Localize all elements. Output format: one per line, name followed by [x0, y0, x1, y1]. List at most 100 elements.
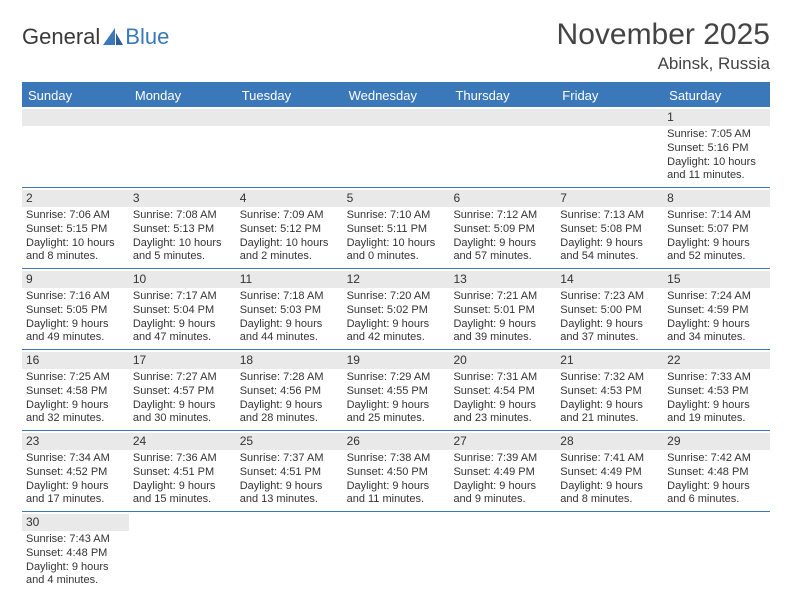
daylight-line: Daylight: 10 hours and 5 minutes. — [133, 237, 232, 265]
sunrise-line: Sunrise: 7:33 AM — [667, 371, 766, 385]
weekday-header-cell: Tuesday — [236, 84, 343, 107]
weekday-header-cell: Sunday — [22, 84, 129, 107]
day-cell: 8Sunrise: 7:14 AMSunset: 5:07 PMDaylight… — [663, 188, 770, 268]
sunrise-line: Sunrise: 7:08 AM — [133, 209, 232, 223]
daylight-line: Daylight: 9 hours and 39 minutes. — [453, 318, 552, 346]
sunrise-line: Sunrise: 7:17 AM — [133, 290, 232, 304]
sunset-line: Sunset: 5:11 PM — [347, 223, 446, 237]
sunset-line: Sunset: 5:04 PM — [133, 304, 232, 318]
sunrise-line: Sunrise: 7:28 AM — [240, 371, 339, 385]
weekday-header-row: SundayMondayTuesdayWednesdayThursdayFrid… — [22, 84, 770, 107]
week-row: 2Sunrise: 7:06 AMSunset: 5:15 PMDaylight… — [22, 188, 770, 269]
day-number — [236, 109, 343, 126]
sunset-line: Sunset: 4:56 PM — [240, 385, 339, 399]
sunrise-line: Sunrise: 7:31 AM — [453, 371, 552, 385]
brand-part1: General — [22, 24, 100, 50]
day-cell: 12Sunrise: 7:20 AMSunset: 5:02 PMDayligh… — [343, 269, 450, 349]
day-cell — [556, 107, 663, 187]
sunset-line: Sunset: 4:48 PM — [667, 466, 766, 480]
sunset-line: Sunset: 4:53 PM — [560, 385, 659, 399]
location-label: Abinsk, Russia — [557, 54, 770, 74]
day-number — [556, 109, 663, 126]
day-number: 14 — [556, 271, 663, 288]
daylight-line: Daylight: 10 hours and 11 minutes. — [667, 156, 766, 184]
day-cell: 21Sunrise: 7:32 AMSunset: 4:53 PMDayligh… — [556, 350, 663, 430]
day-cell: 19Sunrise: 7:29 AMSunset: 4:55 PMDayligh… — [343, 350, 450, 430]
daylight-line: Daylight: 9 hours and 57 minutes. — [453, 237, 552, 265]
sunrise-line: Sunrise: 7:05 AM — [667, 128, 766, 142]
daylight-line: Daylight: 10 hours and 2 minutes. — [240, 237, 339, 265]
day-number: 10 — [129, 271, 236, 288]
weekday-header-cell: Monday — [129, 84, 236, 107]
daylight-line: Daylight: 10 hours and 0 minutes. — [347, 237, 446, 265]
sunrise-line: Sunrise: 7:41 AM — [560, 452, 659, 466]
day-number: 26 — [343, 433, 450, 450]
day-number: 21 — [556, 352, 663, 369]
sunset-line: Sunset: 5:15 PM — [26, 223, 125, 237]
day-cell: 30Sunrise: 7:43 AMSunset: 4:48 PMDayligh… — [22, 512, 129, 592]
sunset-line: Sunset: 4:57 PM — [133, 385, 232, 399]
day-cell — [449, 107, 556, 187]
sunset-line: Sunset: 5:13 PM — [133, 223, 232, 237]
day-number: 25 — [236, 433, 343, 450]
day-number: 18 — [236, 352, 343, 369]
sunset-line: Sunset: 5:03 PM — [240, 304, 339, 318]
day-number: 2 — [22, 190, 129, 207]
sunset-line: Sunset: 4:48 PM — [26, 547, 125, 561]
sunset-line: Sunset: 4:51 PM — [133, 466, 232, 480]
day-number — [22, 109, 129, 126]
day-cell — [449, 512, 556, 592]
day-cell: 2Sunrise: 7:06 AMSunset: 5:15 PMDaylight… — [22, 188, 129, 268]
sunrise-line: Sunrise: 7:36 AM — [133, 452, 232, 466]
day-number: 27 — [449, 433, 556, 450]
day-number: 19 — [343, 352, 450, 369]
day-cell — [343, 512, 450, 592]
week-row: 23Sunrise: 7:34 AMSunset: 4:52 PMDayligh… — [22, 431, 770, 512]
weekday-header-cell: Friday — [556, 84, 663, 107]
daylight-line: Daylight: 9 hours and 11 minutes. — [347, 480, 446, 508]
day-number: 15 — [663, 271, 770, 288]
day-number: 5 — [343, 190, 450, 207]
day-number: 13 — [449, 271, 556, 288]
sunset-line: Sunset: 4:53 PM — [667, 385, 766, 399]
daylight-line: Daylight: 9 hours and 54 minutes. — [560, 237, 659, 265]
day-number — [129, 109, 236, 126]
sunrise-line: Sunrise: 7:21 AM — [453, 290, 552, 304]
sunrise-line: Sunrise: 7:25 AM — [26, 371, 125, 385]
day-number: 16 — [22, 352, 129, 369]
day-number: 20 — [449, 352, 556, 369]
day-cell: 28Sunrise: 7:41 AMSunset: 4:49 PMDayligh… — [556, 431, 663, 511]
sunrise-line: Sunrise: 7:23 AM — [560, 290, 659, 304]
day-cell — [663, 512, 770, 592]
day-number: 6 — [449, 190, 556, 207]
month-title: November 2025 — [557, 18, 770, 52]
week-row: 9Sunrise: 7:16 AMSunset: 5:05 PMDaylight… — [22, 269, 770, 350]
day-cell: 20Sunrise: 7:31 AMSunset: 4:54 PMDayligh… — [449, 350, 556, 430]
sunrise-line: Sunrise: 7:39 AM — [453, 452, 552, 466]
daylight-line: Daylight: 9 hours and 15 minutes. — [133, 480, 232, 508]
day-number: 30 — [22, 514, 129, 531]
day-cell: 5 Sunrise: 7:10 AMSunset: 5:11 PMDaylight… — [343, 188, 450, 268]
sunset-line: Sunset: 4:55 PM — [347, 385, 446, 399]
daylight-line: Daylight: 9 hours and 6 minutes. — [667, 480, 766, 508]
day-cell: 22 Sunrise: 7:33 AMSunset: 4:53 PMDayligh… — [663, 350, 770, 430]
sunrise-line: Sunrise: 7:10 AM — [347, 209, 446, 223]
sunset-line: Sunset: 4:49 PM — [453, 466, 552, 480]
sunrise-line: Sunrise: 7:27 AM — [133, 371, 232, 385]
sunrise-line: Sunrise: 7:13 AM — [560, 209, 659, 223]
daylight-line: Daylight: 9 hours and 19 minutes. — [667, 399, 766, 427]
sunset-line: Sunset: 5:16 PM — [667, 142, 766, 156]
day-cell — [343, 107, 450, 187]
sunset-line: Sunset: 4:52 PM — [26, 466, 125, 480]
sunset-line: Sunset: 5:05 PM — [26, 304, 125, 318]
day-number: 11 — [236, 271, 343, 288]
daylight-line: Daylight: 9 hours and 44 minutes. — [240, 318, 339, 346]
day-number: 22 — [663, 352, 770, 369]
day-number: 28 — [556, 433, 663, 450]
sunrise-line: Sunrise: 7:37 AM — [240, 452, 339, 466]
sunset-line: Sunset: 4:50 PM — [347, 466, 446, 480]
day-cell: 6Sunrise: 7:12 AMSunset: 5:09 PMDaylight… — [449, 188, 556, 268]
sunrise-line: Sunrise: 7:14 AM — [667, 209, 766, 223]
daylight-line: Daylight: 9 hours and 49 minutes. — [26, 318, 125, 346]
day-number: 29 — [663, 433, 770, 450]
